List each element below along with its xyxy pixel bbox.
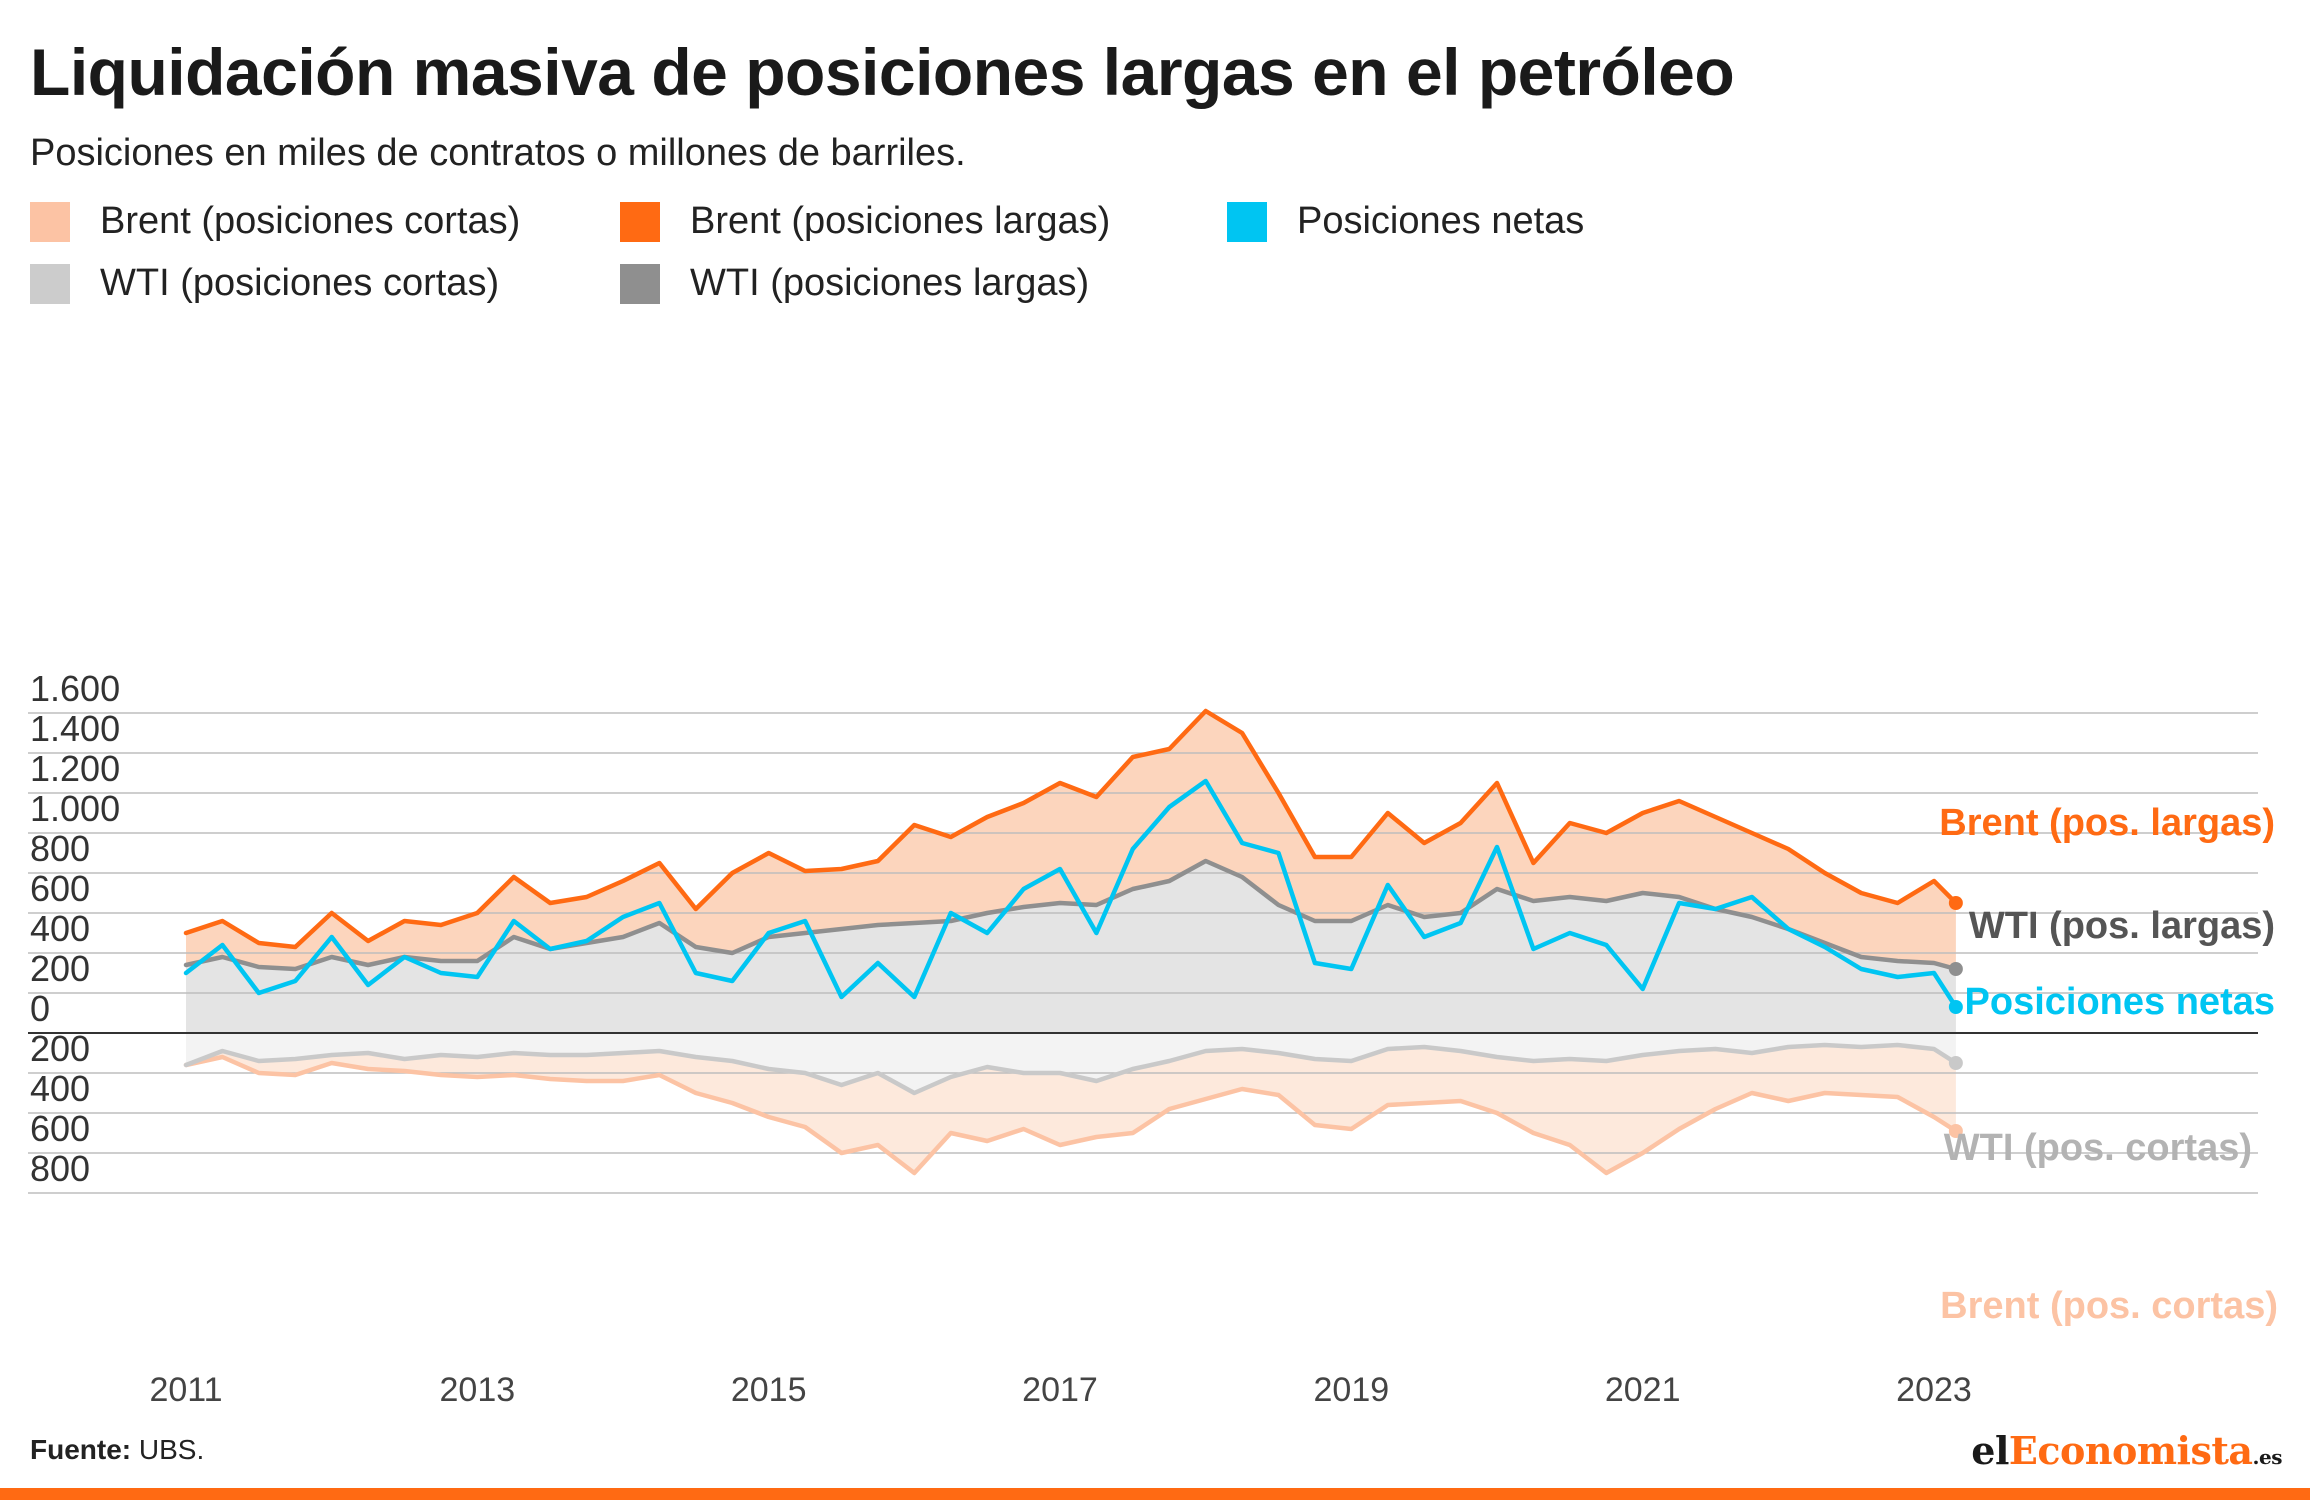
legend-item-net: Posiciones netas — [1227, 200, 1584, 243]
area-wti-short-band — [186, 1033, 1956, 1093]
end-label-brent-long: Brent (pos. largas) — [1939, 802, 2275, 844]
area-wti-long-band — [186, 861, 1956, 1033]
legend-swatch-wti-long — [620, 263, 660, 304]
end-labels: Brent (pos. largas) WTI (pos. largas) Po… — [1939, 802, 2278, 1327]
y-tick-label: 800 — [30, 1148, 90, 1189]
y-tick-label: 800 — [30, 828, 90, 869]
x-tick-label: 2013 — [440, 1371, 516, 1409]
y-tick-label: 400 — [30, 1068, 90, 1109]
y-tick-label: 0 — [30, 988, 50, 1029]
legend-item-brent-short: Brent (posiciones cortas) — [30, 200, 520, 243]
y-tick-label: 1.400 — [30, 708, 120, 749]
legend-label-brent-long: Brent (posiciones largas) — [690, 200, 1111, 242]
chart-grid — [28, 712, 2258, 1194]
y-tick-label: 1.200 — [30, 748, 120, 789]
x-axis: 2011 2013 2015 2017 2019 2021 2023 — [149, 1371, 1971, 1409]
source-label: Fuente: — [30, 1434, 132, 1465]
legend-swatch-net — [1227, 201, 1267, 242]
x-tick-label: 2017 — [1022, 1371, 1098, 1409]
source-text: UBS. — [138, 1434, 205, 1465]
line-net — [183, 778, 1959, 1010]
chart-lines — [183, 708, 1963, 1176]
area-brent-short-band — [186, 1045, 1956, 1173]
legend-item-wti-short: WTI (posiciones cortas) — [30, 262, 499, 305]
y-tick-label: 600 — [30, 868, 90, 909]
y-tick-label: 200 — [30, 1028, 90, 1069]
chart-title: Liquidación masiva de posiciones largas … — [30, 35, 1735, 109]
line-wti-short-end-dot — [1948, 1056, 1963, 1070]
line-brent-short — [183, 1054, 1959, 1176]
y-tick-label: 1.600 — [30, 668, 120, 709]
y-tick-label: 400 — [30, 908, 90, 949]
y-tick-label: 200 — [30, 948, 90, 989]
x-tick-label: 2021 — [1605, 1371, 1681, 1409]
end-label-brent-short: Brent (pos. cortas) — [1940, 1285, 2278, 1327]
legend-item-wti-long: WTI (posiciones largas) — [620, 262, 1089, 305]
x-tick-label: 2023 — [1896, 1371, 1972, 1409]
line-brent-long-end-dot — [1948, 896, 1963, 910]
y-tick-label: 1.000 — [30, 788, 120, 829]
legend-swatch-wti-short — [30, 263, 70, 304]
logo-part-economista: Economista — [2008, 1428, 2253, 1473]
line-net-end-dot — [1948, 1000, 1963, 1014]
logo-part-tld: .es — [2252, 1445, 2283, 1469]
line-brent-short-end-dot — [1948, 1124, 1963, 1138]
x-tick-label: 2011 — [149, 1371, 222, 1409]
end-label-wti-short: WTI (pos. cortas) — [1944, 1127, 2252, 1169]
line-brent-long — [183, 708, 1959, 950]
brand-bottom-bar — [0, 1488, 2310, 1500]
y-tick-label: 600 — [30, 1108, 90, 1149]
brand-logo: elEconomista.es — [1971, 1428, 2282, 1473]
legend-label-brent-short: Brent (posiciones cortas) — [100, 200, 521, 242]
line-wti-long-end-dot — [1948, 962, 1963, 976]
end-label-wti-long: WTI (pos. largas) — [1969, 905, 2275, 947]
line-wti-short — [183, 1042, 1959, 1096]
end-label-net: Posiciones netas — [1965, 981, 2275, 1023]
x-tick-label: 2019 — [1314, 1371, 1390, 1409]
legend-item-brent-long: Brent (posiciones largas) — [620, 200, 1110, 243]
logo-part-el: el — [1971, 1428, 2009, 1473]
source-note: Fuente: UBS. — [30, 1434, 204, 1466]
x-tick-label: 2015 — [731, 1371, 807, 1409]
legend-swatch-brent-long — [620, 201, 660, 242]
legend-label-wti-long: WTI (posiciones largas) — [690, 262, 1090, 304]
y-axis: 1.6001.4001.2001.00080060040020002004006… — [30, 668, 120, 1189]
legend-swatch-brent-short — [30, 201, 70, 242]
area-brent-long-band — [186, 711, 1956, 969]
chart-subtitle: Posiciones en miles de contratos o millo… — [30, 132, 966, 174]
legend-label-net: Posiciones netas — [1297, 200, 1585, 242]
chart-areas — [186, 711, 1956, 1173]
legend-label-wti-short: WTI (posiciones cortas) — [100, 262, 500, 304]
